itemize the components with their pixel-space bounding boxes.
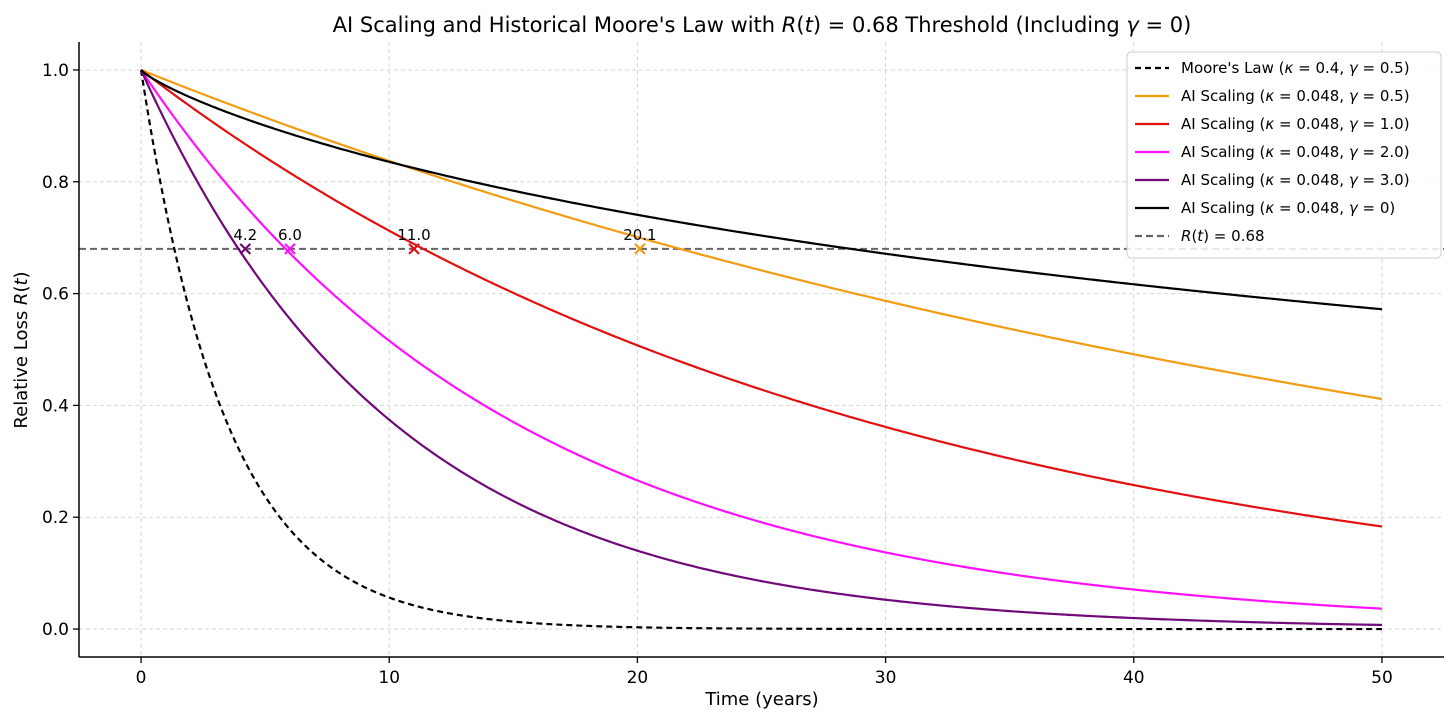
x-tick-label: 50: [1371, 668, 1393, 688]
legend-label-0: Moore's Law (κ = 0.4, γ = 0.5): [1181, 59, 1410, 77]
crossing-marker-1: [284, 243, 296, 255]
y-axis-label: Relative Loss R(t): [11, 271, 32, 428]
crossing-marker-3: [634, 243, 646, 255]
legend-label-6: R(t) = 0.68: [1181, 227, 1265, 245]
legend-label-5: AI Scaling (κ = 0.048, γ = 0): [1181, 199, 1395, 217]
crossing-label-0: 4.2: [233, 226, 257, 244]
crossing-label-2: 11.0: [397, 226, 430, 244]
series-line-0: [139, 69, 1382, 631]
crossing-marker-0: [239, 243, 252, 255]
y-tick-label: 0.6: [42, 285, 69, 305]
ticks: 0 10 20 30 40 50 0.0 0.2 0.4 0.6 0.8 1.0: [42, 61, 1393, 688]
series-line-2: [140, 69, 1383, 528]
legend-box: [1126, 51, 1442, 259]
y-tick-label: 0.0: [42, 620, 69, 640]
legend-label-2: AI Scaling (κ = 0.048, γ = 1.0): [1181, 115, 1410, 133]
legend: Moore's Law (κ = 0.4, γ = 0.5) AI Scaling…: [1126, 51, 1442, 259]
crossing-marker-2: [408, 243, 420, 255]
legend-label-3: AI Scaling (κ = 0.048, γ = 2.0): [1181, 143, 1410, 161]
grid: [79, 42, 1444, 657]
y-tick-label: 0.8: [42, 173, 69, 193]
x-axis-label: Time (years): [704, 689, 818, 710]
series-layer: [139, 68, 1383, 631]
x-tick-label: 0: [136, 668, 147, 688]
x-tick-label: 30: [875, 668, 897, 688]
x-tick-label: 40: [1123, 668, 1145, 688]
series-line-5: [140, 69, 1383, 311]
series-line-3: [140, 69, 1383, 610]
x-tick-label: 10: [378, 668, 400, 688]
crossing-label-3: 20.1: [623, 226, 656, 244]
y-tick-label: 0.4: [42, 396, 69, 416]
crossing-label-1: 6.0: [278, 226, 302, 244]
y-tick-label: 0.2: [42, 508, 69, 528]
chart-title: AI Scaling and Historical Moore's Law wi…: [333, 13, 1192, 37]
x-tick-label: 20: [627, 668, 649, 688]
y-tick-label: 1.0: [42, 61, 69, 81]
legend-label-1: AI Scaling (κ = 0.048, γ = 0.5): [1181, 87, 1410, 105]
axes: [78, 42, 1444, 658]
legend-label-4: AI Scaling (κ = 0.048, γ = 3.0): [1181, 171, 1410, 189]
crossing-markers: 4.2 6.0 11.0 20.1: [233, 226, 657, 255]
series-line-1: [140, 68, 1383, 401]
series-line-4: [140, 69, 1382, 627]
